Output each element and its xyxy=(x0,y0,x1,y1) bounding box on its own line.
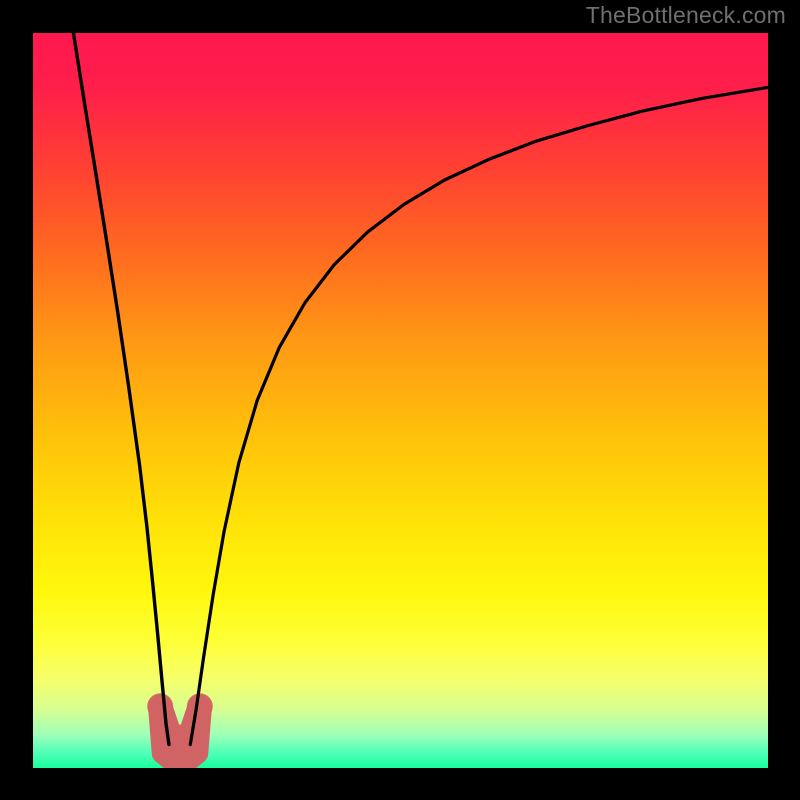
curve-layer xyxy=(33,33,768,768)
curve-right_branch xyxy=(190,87,768,744)
plot-area xyxy=(33,33,768,768)
trough-cap-right xyxy=(187,693,213,719)
trough-cap-left xyxy=(147,693,173,719)
watermark-text: TheBottleneck.com xyxy=(586,2,786,29)
curve-left_branch xyxy=(73,33,169,744)
